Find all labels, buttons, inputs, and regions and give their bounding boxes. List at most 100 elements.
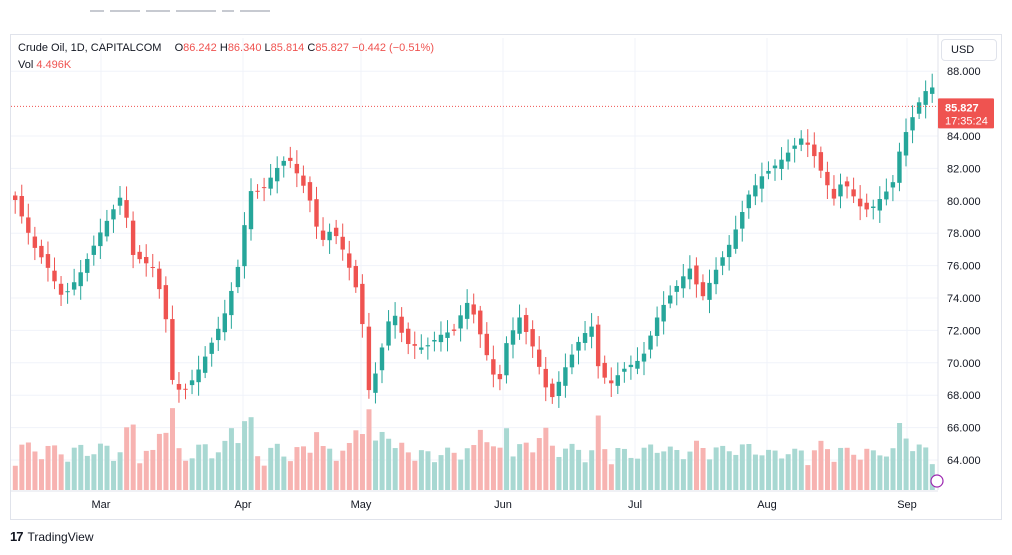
candle-aug-27[interactable] xyxy=(884,191,889,200)
candle-jul-20[interactable] xyxy=(713,269,719,285)
candle-aug-7[interactable] xyxy=(792,145,797,149)
candle-may-23[interactable] xyxy=(458,315,463,329)
candle-feb-26[interactable] xyxy=(85,258,90,273)
candle-may-7[interactable] xyxy=(386,321,391,346)
candle-apr-15[interactable] xyxy=(294,163,300,174)
candle-jun-17[interactable] xyxy=(569,354,575,368)
candle-jul-18[interactable] xyxy=(707,282,712,300)
candle-aug-3[interactable] xyxy=(772,165,778,169)
candle-jun-26[interactable] xyxy=(609,380,614,384)
candle-apr-16[interactable] xyxy=(301,175,306,186)
candle-apr-13[interactable] xyxy=(288,157,293,161)
candle-mar-24[interactable] xyxy=(202,356,208,373)
candle-mar-5[interactable] xyxy=(117,197,123,206)
candle-jul-28[interactable] xyxy=(746,194,751,209)
candle-may-13[interactable] xyxy=(412,344,417,346)
candle-feb-13[interactable] xyxy=(32,236,38,248)
candle-apr-20[interactable] xyxy=(314,199,319,227)
candle-sep-7[interactable] xyxy=(930,87,935,94)
candle-may-16[interactable] xyxy=(425,345,431,347)
candle-feb-21[interactable] xyxy=(65,291,70,293)
candle-mar-27[interactable] xyxy=(216,328,221,341)
candle-feb-16[interactable] xyxy=(45,254,51,268)
volume-label[interactable]: Vol xyxy=(18,59,34,71)
candle-jun-30[interactable] xyxy=(628,364,634,368)
candle-mar-14[interactable] xyxy=(157,268,162,290)
candle-aug-6[interactable] xyxy=(785,152,791,162)
candle-jun-24[interactable] xyxy=(602,362,607,378)
candle-mar-18[interactable] xyxy=(176,383,182,390)
candle-mar-17[interactable] xyxy=(170,319,175,380)
candle-mar-4[interactable] xyxy=(111,209,116,220)
candle-aug-30[interactable] xyxy=(897,151,902,183)
candle-jun-27[interactable] xyxy=(615,375,620,386)
candle-jul-3[interactable] xyxy=(641,353,647,362)
candle-sep-2[interactable] xyxy=(910,117,915,131)
candle-apr-3[interactable] xyxy=(248,191,254,230)
candle-apr-11[interactable] xyxy=(281,160,286,166)
candle-mar-21[interactable] xyxy=(189,380,195,386)
candle-aug-4[interactable] xyxy=(779,159,784,169)
candle-mar-22[interactable] xyxy=(196,369,201,383)
candle-jun-2[interactable] xyxy=(504,343,509,376)
candle-feb-19[interactable] xyxy=(58,283,64,295)
candle-sep-5[interactable] xyxy=(923,91,928,105)
candle-jul-17[interactable] xyxy=(700,282,706,297)
candle-aug-32[interactable] xyxy=(903,132,909,156)
candle-aug-17[interactable] xyxy=(838,184,843,197)
candle-jun-12[interactable] xyxy=(550,383,555,398)
candle-jul-15[interactable] xyxy=(694,265,699,285)
candle-may-4[interactable] xyxy=(373,373,378,393)
candle-aug-29[interactable] xyxy=(890,182,896,188)
candle-aug-10[interactable] xyxy=(805,142,810,145)
candle-mar-7[interactable] xyxy=(124,200,129,218)
candle-apr-25[interactable] xyxy=(333,227,339,237)
candle-may-10[interactable] xyxy=(399,316,404,333)
candle-mar-15[interactable] xyxy=(163,285,169,320)
candle-jun-8[interactable] xyxy=(530,329,535,347)
candle-apr-18[interactable] xyxy=(307,182,313,201)
candle-jun-20[interactable] xyxy=(582,333,588,343)
candle-jun-3[interactable] xyxy=(510,330,516,345)
candle-may-1[interactable] xyxy=(360,283,365,325)
candle-aug-9[interactable] xyxy=(799,138,804,145)
tradingview-logo[interactable]: 17 TradingView xyxy=(10,529,94,544)
candle-may-31[interactable] xyxy=(497,374,503,380)
candle-aug-20[interactable] xyxy=(851,189,856,197)
candle-jun-14[interactable] xyxy=(556,381,562,396)
candle-aug-23[interactable] xyxy=(864,202,869,210)
candle-apr-1[interactable] xyxy=(242,225,247,267)
candle-mar-12[interactable] xyxy=(150,266,155,268)
candle-mar-2[interactable] xyxy=(104,220,110,237)
candle-mar-11[interactable] xyxy=(144,256,149,264)
candle-may-20[interactable] xyxy=(445,332,450,338)
candle-apr-30[interactable] xyxy=(353,266,358,288)
candle-may-17[interactable] xyxy=(432,339,437,342)
candle-apr-10[interactable] xyxy=(275,167,280,182)
candle-jun-29[interactable] xyxy=(622,368,627,372)
candle-mar-9[interactable] xyxy=(137,251,142,260)
candle-apr-28[interactable] xyxy=(347,253,352,268)
candle-feb-10[interactable] xyxy=(19,195,24,217)
candle-apr-5[interactable] xyxy=(255,190,260,192)
candle-feb-8[interactable] xyxy=(13,195,18,201)
candle-jun-9[interactable] xyxy=(537,349,542,367)
candle-apr-8[interactable] xyxy=(268,177,273,189)
candle-mar-25[interactable] xyxy=(209,342,214,354)
candle-aug-14[interactable] xyxy=(825,171,830,186)
candle-sep-4[interactable] xyxy=(916,102,922,114)
candle-apr-6[interactable] xyxy=(261,187,267,189)
candle-jun-15[interactable] xyxy=(563,367,568,386)
candle-mar-8[interactable] xyxy=(130,220,136,255)
candle-feb-11[interactable] xyxy=(26,217,31,233)
candle-jun-18[interactable] xyxy=(576,341,581,351)
indicator-badge-icon[interactable] xyxy=(930,474,944,488)
candle-feb-24[interactable] xyxy=(78,272,83,287)
candle-may-26[interactable] xyxy=(471,304,476,315)
candle-may-8[interactable] xyxy=(392,315,398,326)
candle-may-3[interactable] xyxy=(366,326,372,391)
candle-feb-18[interactable] xyxy=(52,270,57,282)
candle-jun-21[interactable] xyxy=(589,326,594,337)
candle-jul-26[interactable] xyxy=(740,212,745,229)
